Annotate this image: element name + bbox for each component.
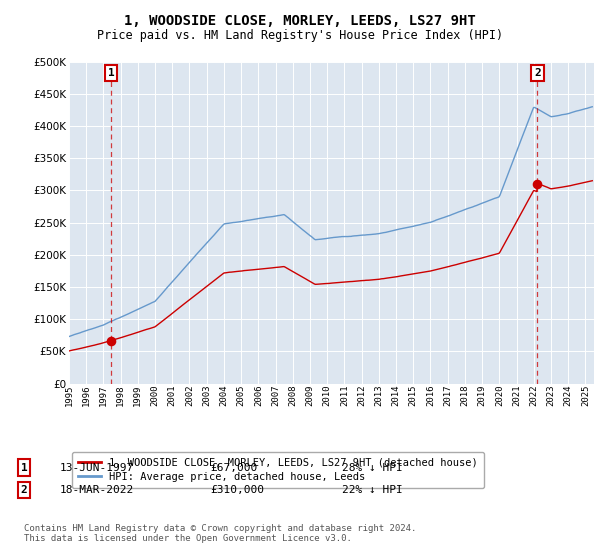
Text: 2: 2	[20, 485, 28, 495]
Point	[106, 336, 116, 345]
Text: 22% ↓ HPI: 22% ↓ HPI	[342, 485, 403, 495]
Text: 1: 1	[108, 68, 115, 78]
Text: 18-MAR-2022: 18-MAR-2022	[60, 485, 134, 495]
Text: 2: 2	[534, 68, 541, 78]
Text: £67,000: £67,000	[210, 463, 257, 473]
Text: 1: 1	[20, 463, 28, 473]
Text: 1, WOODSIDE CLOSE, MORLEY, LEEDS, LS27 9HT: 1, WOODSIDE CLOSE, MORLEY, LEEDS, LS27 9…	[124, 14, 476, 28]
Text: Contains HM Land Registry data © Crown copyright and database right 2024.
This d: Contains HM Land Registry data © Crown c…	[24, 524, 416, 543]
Text: 28% ↓ HPI: 28% ↓ HPI	[342, 463, 403, 473]
Point	[533, 179, 542, 188]
Text: 13-JUN-1997: 13-JUN-1997	[60, 463, 134, 473]
Text: £310,000: £310,000	[210, 485, 264, 495]
Text: Price paid vs. HM Land Registry's House Price Index (HPI): Price paid vs. HM Land Registry's House …	[97, 29, 503, 42]
Legend: 1, WOODSIDE CLOSE, MORLEY, LEEDS, LS27 9HT (detached house), HPI: Average price,: 1, WOODSIDE CLOSE, MORLEY, LEEDS, LS27 9…	[71, 451, 484, 488]
